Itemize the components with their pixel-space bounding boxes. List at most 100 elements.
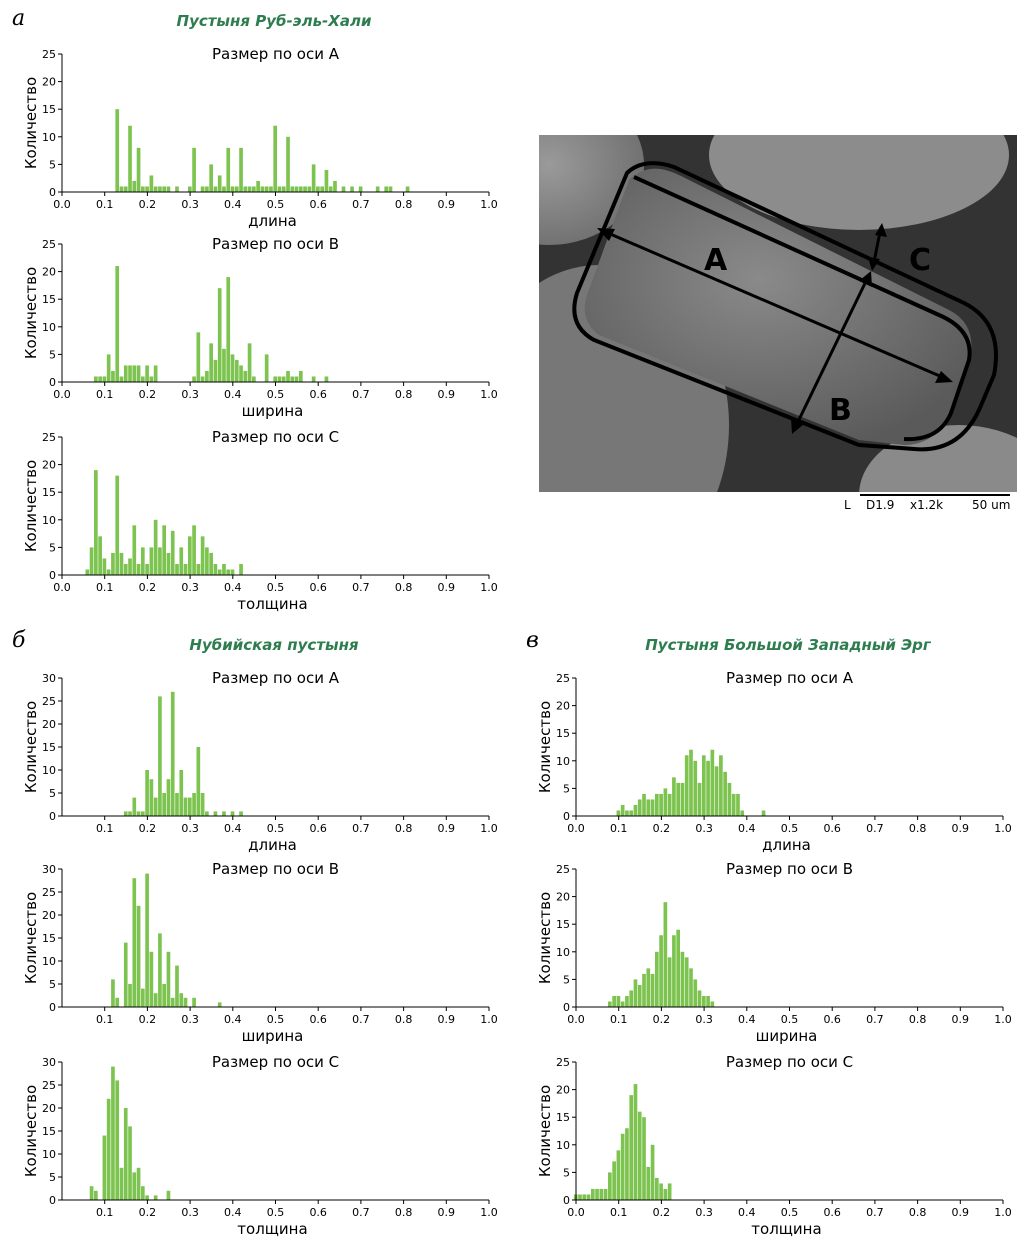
histogram-bar — [736, 793, 740, 816]
histogram-bar — [132, 180, 137, 192]
histogram-bar — [141, 186, 145, 192]
x-tick-label: 0.4 — [224, 581, 242, 594]
x-tick-label: 0.1 — [96, 822, 114, 835]
histogram-bar — [689, 968, 693, 1007]
histogram-bar — [273, 376, 278, 382]
histogram-bar — [710, 749, 715, 816]
axis-a-arrow — [600, 228, 950, 382]
histogram-bar — [316, 186, 320, 192]
x-axis-title: длина — [248, 836, 297, 854]
histogram-bar — [132, 797, 137, 816]
y-tick-label: 0 — [49, 1001, 56, 1014]
histogram-bar — [701, 755, 706, 816]
histogram-bar — [672, 935, 676, 1007]
histogram-bar — [136, 563, 141, 575]
panel-title-nubian: Нубийская пустыня — [189, 636, 359, 654]
y-tick-label: 25 — [42, 431, 56, 444]
histogram-bar — [89, 547, 94, 575]
histogram-bar — [123, 365, 128, 382]
histogram-bar — [286, 370, 290, 382]
histogram-bar — [98, 536, 102, 575]
label-c: C — [909, 243, 931, 278]
x-tick-label: 0.0 — [53, 388, 71, 401]
x-tick-label: 0.6 — [823, 1013, 841, 1026]
histogram-bar — [158, 547, 162, 575]
histogram-bar — [256, 180, 260, 192]
histogram-bar — [145, 186, 149, 192]
x-tick-label: 0.8 — [395, 388, 413, 401]
histogram-bar — [192, 525, 196, 575]
y-tick-label: 10 — [42, 131, 56, 144]
y-tick-label: 30 — [42, 672, 56, 685]
histogram-bar — [132, 1172, 137, 1200]
y-tick-label: 20 — [42, 76, 56, 89]
x-tick-label: 1.0 — [480, 1206, 498, 1219]
histogram-bar — [290, 376, 295, 382]
histogram-bar — [111, 370, 115, 382]
histogram-bar — [646, 968, 651, 1007]
x-tick-label: 0.2 — [653, 1013, 671, 1026]
x-tick-label: 0.7 — [352, 388, 370, 401]
histogram-bar — [149, 175, 154, 192]
x-tick-label: 0.7 — [352, 1206, 370, 1219]
histogram-bar — [731, 793, 736, 816]
histogram-bar — [239, 563, 243, 575]
histogram-bar — [136, 811, 141, 816]
y-tick-label: 25 — [42, 1079, 56, 1092]
histogram-bar — [298, 370, 303, 382]
histogram-bar — [384, 186, 389, 192]
chart-subtitle: Размер по оси A — [726, 669, 854, 687]
histogram-bar — [213, 563, 218, 575]
label-a: A — [704, 243, 728, 278]
histogram-bar — [684, 957, 689, 1007]
x-tick-label: 0.9 — [438, 1206, 456, 1219]
histogram-bar — [226, 569, 231, 575]
histogram-bar — [667, 957, 672, 1007]
histogram-bar — [145, 563, 149, 575]
x-tick-label: 0.5 — [267, 822, 285, 835]
histogram-bar — [676, 782, 681, 816]
histogram-bar — [200, 793, 205, 816]
panel-title-great-western-erg: Пустыня Большой Западный Эрг — [645, 636, 931, 654]
histogram-bar — [281, 186, 286, 192]
histogram-bar — [106, 569, 111, 575]
x-tick-label: 0.3 — [695, 1013, 713, 1026]
y-axis-title: Количество — [22, 701, 40, 793]
histogram-bar — [269, 186, 273, 192]
y-tick-label: 0 — [49, 1194, 56, 1207]
y-tick-label: 5 — [563, 782, 570, 795]
histogram-bar — [187, 186, 192, 192]
histogram-bar — [175, 186, 179, 192]
histogram-bar — [111, 979, 115, 1007]
x-axis-title: толщина — [237, 595, 307, 613]
histogram-bar — [170, 530, 175, 575]
histogram-bar — [123, 1108, 128, 1200]
x-tick-label: 1.0 — [480, 388, 498, 401]
x-tick-label: 0.2 — [653, 822, 671, 835]
x-axis-title: ширина — [242, 1027, 304, 1045]
panel-title-rub-al-khali: Пустыня Руб-эль-Хали — [176, 12, 372, 30]
histogram-bar — [162, 186, 167, 192]
chart-a-axis-b: Размер по оси B 0 5 10 15 20 25 0.0 0.1 0.2 0.3 0.4… — [22, 235, 498, 420]
y-tick-label: 5 — [563, 1166, 570, 1179]
histogram-bar — [153, 993, 158, 1007]
histogram-bar — [115, 475, 120, 575]
histogram-bar — [637, 799, 642, 816]
y-tick-label: 25 — [42, 238, 56, 251]
histogram-bar — [650, 973, 655, 1007]
histogram-bar — [132, 525, 137, 575]
chart-subtitle: Размер по оси B — [212, 235, 339, 253]
histogram-bar — [162, 525, 167, 575]
x-tick-label: 0.1 — [610, 822, 628, 835]
histogram-bar — [281, 376, 286, 382]
y-tick-label: 0 — [563, 810, 570, 823]
histogram-bar — [123, 186, 128, 192]
histogram-bar — [620, 804, 625, 816]
y-tick-label: 15 — [556, 727, 570, 740]
histogram-bar — [311, 376, 316, 382]
chart-subtitle: Размер по оси C — [212, 428, 339, 446]
histogram-bar — [727, 782, 732, 816]
histogram-bar — [680, 782, 685, 816]
x-tick-label: 0.5 — [267, 1206, 285, 1219]
x-tick-label: 0.9 — [438, 581, 456, 594]
